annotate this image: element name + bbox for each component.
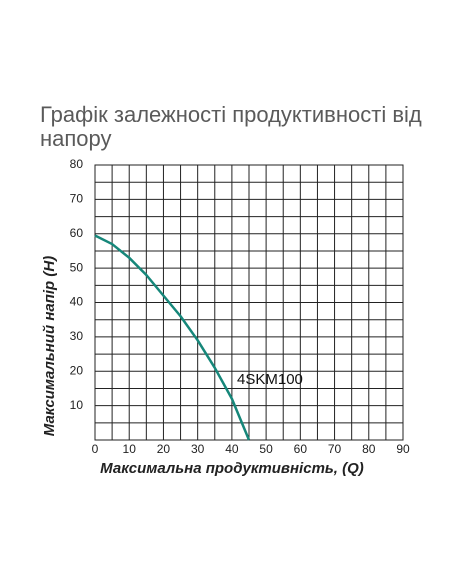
x-tick-label: 20	[157, 442, 171, 456]
x-tick-label: 40	[225, 442, 239, 456]
x-tick-label: 10	[123, 442, 137, 456]
chart-title: Графік залежності продуктивності від	[40, 102, 422, 127]
x-tick-label: 70	[328, 442, 342, 456]
y-tick-label: 50	[70, 260, 84, 274]
y-tick-label: 20	[70, 363, 84, 377]
y-axis-label: Максимальний напір (H)	[41, 256, 58, 436]
x-tick-label: 80	[362, 442, 376, 456]
y-tick-label: 30	[70, 329, 84, 343]
chart-title: напору	[40, 126, 112, 151]
x-tick-label: 60	[294, 442, 308, 456]
y-tick-label: 70	[70, 192, 84, 206]
y-tick-label: 80	[70, 157, 84, 171]
annotation: 4SKM100	[237, 371, 303, 388]
x-axis-label: Максимальна продуктивність, (Q)	[100, 460, 364, 477]
x-tick-label: 30	[191, 442, 205, 456]
y-tick-label: 10	[70, 398, 84, 412]
x-tick-label: 0	[92, 442, 99, 456]
y-tick-label: 40	[70, 295, 84, 309]
y-tick-label: 60	[70, 226, 84, 240]
x-tick-label: 90	[396, 442, 410, 456]
x-tick-label: 50	[259, 442, 273, 456]
data-line	[94, 234, 251, 441]
